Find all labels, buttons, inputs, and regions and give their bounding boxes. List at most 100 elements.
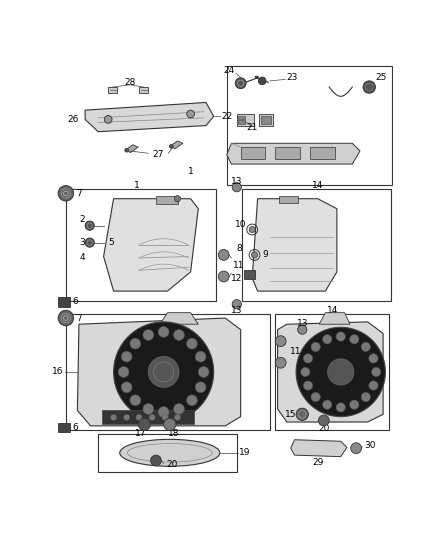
Circle shape bbox=[195, 382, 206, 393]
Circle shape bbox=[318, 415, 329, 426]
Text: 20: 20 bbox=[318, 424, 329, 433]
Circle shape bbox=[148, 357, 179, 387]
Circle shape bbox=[249, 227, 255, 232]
Text: 10: 10 bbox=[235, 220, 247, 229]
Circle shape bbox=[336, 403, 346, 412]
Circle shape bbox=[361, 342, 371, 352]
Circle shape bbox=[121, 351, 132, 362]
Text: 13: 13 bbox=[231, 176, 243, 185]
Bar bbox=[227, 66, 392, 185]
Circle shape bbox=[158, 407, 169, 417]
Polygon shape bbox=[160, 313, 198, 324]
Text: 8: 8 bbox=[237, 244, 242, 253]
Circle shape bbox=[322, 335, 332, 344]
Bar bbox=[310, 147, 335, 159]
Text: 16: 16 bbox=[52, 367, 64, 376]
Bar bbox=[238, 116, 245, 119]
Circle shape bbox=[85, 238, 94, 247]
Polygon shape bbox=[85, 102, 214, 132]
Text: 19: 19 bbox=[239, 448, 251, 457]
Circle shape bbox=[218, 249, 229, 260]
Circle shape bbox=[276, 336, 286, 346]
Circle shape bbox=[350, 400, 359, 409]
Circle shape bbox=[187, 395, 198, 406]
Circle shape bbox=[118, 367, 129, 377]
Polygon shape bbox=[227, 143, 360, 164]
Text: 27: 27 bbox=[152, 150, 164, 159]
Polygon shape bbox=[139, 87, 148, 93]
Circle shape bbox=[130, 338, 141, 349]
Text: 14: 14 bbox=[327, 306, 339, 315]
Circle shape bbox=[174, 414, 180, 421]
Circle shape bbox=[304, 354, 313, 363]
Circle shape bbox=[235, 78, 246, 88]
Circle shape bbox=[136, 414, 142, 421]
Bar bbox=[58, 423, 71, 432]
Text: 9: 9 bbox=[262, 251, 268, 260]
Text: 21: 21 bbox=[247, 123, 258, 132]
Polygon shape bbox=[103, 199, 198, 291]
Circle shape bbox=[276, 357, 286, 368]
Circle shape bbox=[158, 327, 169, 337]
Text: 12: 12 bbox=[231, 273, 242, 282]
Text: 13: 13 bbox=[231, 306, 243, 315]
Circle shape bbox=[187, 338, 198, 349]
Circle shape bbox=[369, 381, 378, 390]
Text: 20: 20 bbox=[166, 460, 177, 469]
Text: 7: 7 bbox=[77, 313, 82, 322]
Bar bbox=[276, 314, 389, 430]
Text: 13: 13 bbox=[297, 319, 308, 328]
Polygon shape bbox=[319, 313, 350, 324]
Text: 1: 1 bbox=[134, 181, 140, 190]
Circle shape bbox=[322, 400, 332, 409]
Circle shape bbox=[336, 332, 346, 341]
Circle shape bbox=[361, 392, 371, 402]
Circle shape bbox=[151, 455, 161, 466]
Polygon shape bbox=[78, 318, 240, 426]
Text: 22: 22 bbox=[221, 112, 233, 121]
Text: 14: 14 bbox=[312, 181, 323, 190]
Polygon shape bbox=[252, 199, 337, 291]
Circle shape bbox=[143, 329, 154, 341]
Text: 30: 30 bbox=[364, 441, 375, 450]
Bar bbox=[98, 433, 237, 472]
Text: 4: 4 bbox=[79, 254, 85, 262]
Bar bbox=[66, 189, 216, 301]
Circle shape bbox=[187, 110, 194, 118]
Circle shape bbox=[130, 395, 141, 406]
Circle shape bbox=[149, 414, 155, 421]
Text: 1: 1 bbox=[188, 167, 194, 176]
Bar bbox=[279, 196, 298, 203]
Text: 23: 23 bbox=[287, 74, 298, 82]
Circle shape bbox=[298, 325, 307, 334]
Circle shape bbox=[258, 77, 266, 85]
Circle shape bbox=[371, 367, 381, 377]
Text: 25: 25 bbox=[375, 74, 387, 82]
Polygon shape bbox=[108, 87, 117, 93]
Polygon shape bbox=[170, 141, 183, 149]
Text: 29: 29 bbox=[312, 458, 323, 467]
Circle shape bbox=[296, 327, 385, 417]
Circle shape bbox=[58, 310, 74, 326]
Text: 6: 6 bbox=[73, 297, 78, 306]
Text: 18: 18 bbox=[168, 429, 180, 438]
Bar bbox=[102, 410, 194, 424]
Circle shape bbox=[198, 367, 209, 377]
Circle shape bbox=[351, 443, 361, 454]
Circle shape bbox=[311, 342, 320, 352]
Circle shape bbox=[173, 403, 184, 414]
Circle shape bbox=[58, 185, 74, 201]
Polygon shape bbox=[278, 322, 383, 422]
Circle shape bbox=[113, 322, 214, 422]
Circle shape bbox=[369, 354, 378, 363]
Circle shape bbox=[164, 418, 176, 431]
Text: 24: 24 bbox=[223, 66, 234, 75]
Circle shape bbox=[162, 414, 168, 421]
Bar bbox=[244, 270, 255, 279]
Text: 3: 3 bbox=[79, 238, 85, 247]
Circle shape bbox=[350, 335, 359, 344]
Circle shape bbox=[251, 252, 258, 258]
Circle shape bbox=[296, 408, 308, 421]
Polygon shape bbox=[291, 440, 347, 457]
Bar bbox=[276, 147, 300, 159]
